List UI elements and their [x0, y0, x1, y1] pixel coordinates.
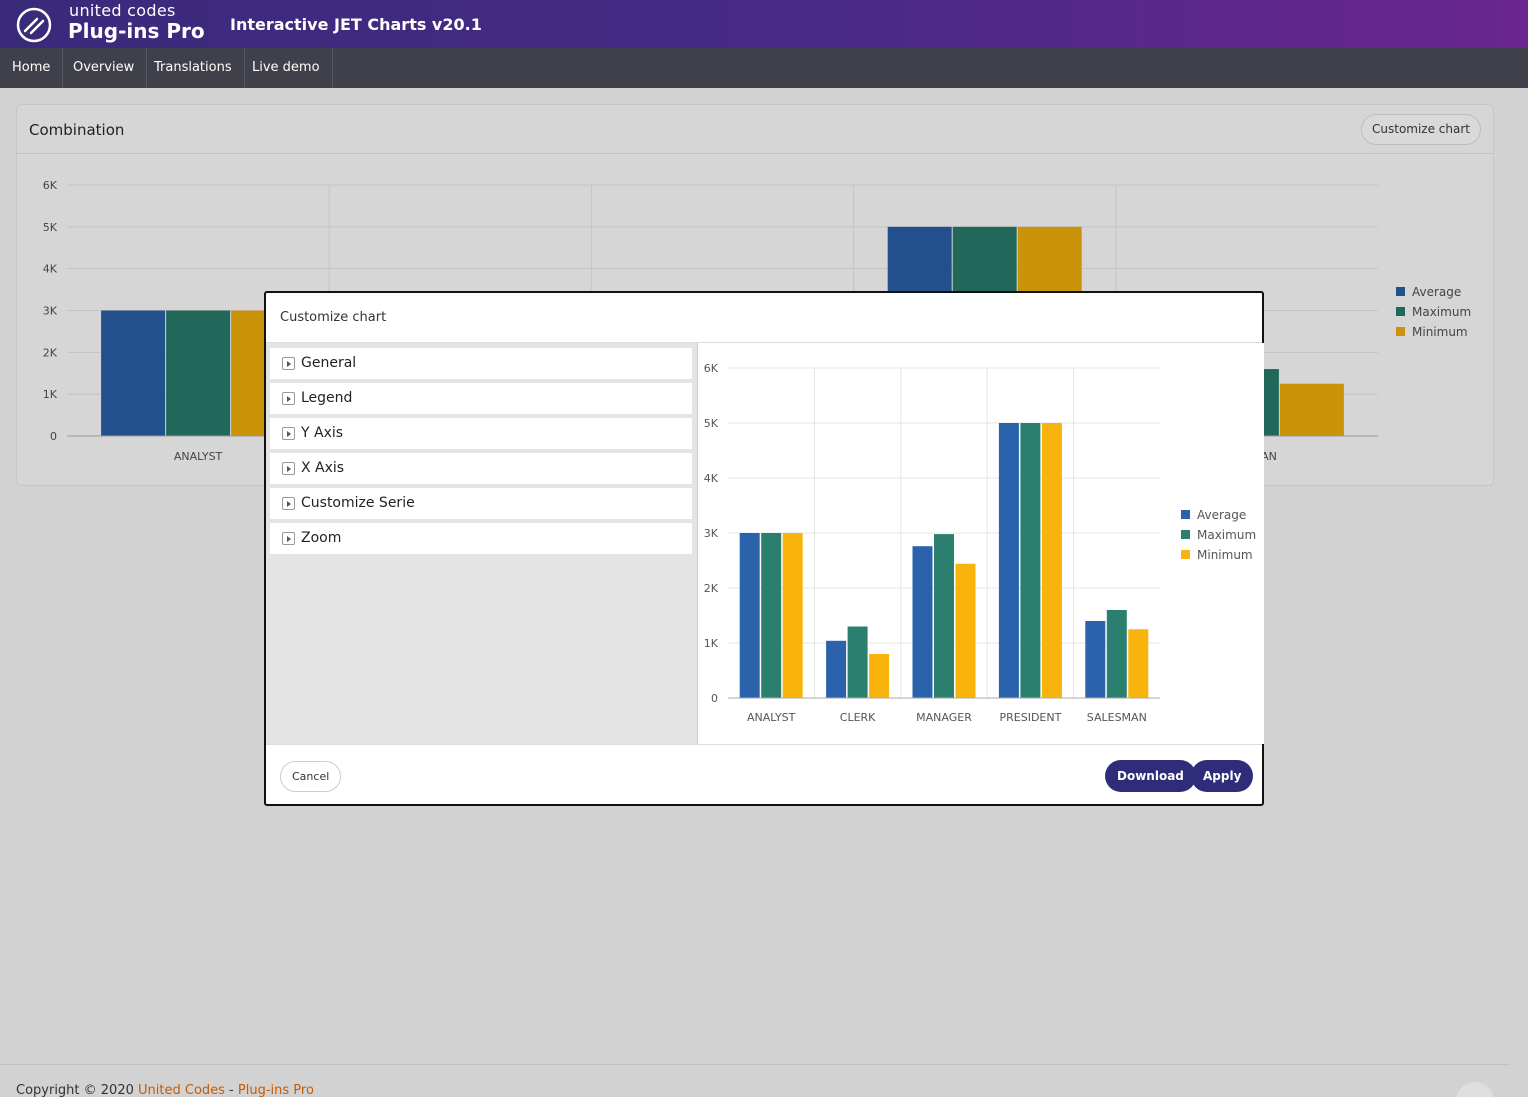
options-panel: General Legend Y Axis X Axis Customize S… [266, 343, 698, 744]
x-tick-label: MANAGER [916, 711, 972, 724]
accordion-general[interactable]: General [270, 348, 692, 379]
main-navigation: Home Overview Translations Live demo [0, 48, 1528, 88]
bar [782, 533, 803, 698]
expand-icon [282, 427, 295, 440]
nav-translations[interactable]: Translations [142, 48, 245, 88]
nav-home[interactable]: Home [0, 48, 64, 88]
expand-icon [282, 497, 295, 510]
expand-icon [282, 392, 295, 405]
legend-swatch [1396, 287, 1405, 296]
bar [1106, 610, 1127, 698]
download-button[interactable]: Download [1105, 760, 1196, 792]
accordion-label: X Axis [301, 460, 345, 476]
bar [826, 640, 847, 698]
accordion-customize-serie[interactable]: Customize Serie [270, 488, 692, 519]
dialog-footer: Cancel Download Apply [266, 744, 1262, 806]
x-tick-label: SALESMAN [1087, 711, 1147, 724]
y-tick-label: 1K [43, 388, 58, 401]
legend-label: Average [1412, 285, 1461, 299]
bar [955, 563, 976, 698]
chart-preview-panel: 0 1K 2K 3K 4K 5K 6K ANALYST CLERK MANAGER PRESIDEN… [698, 343, 1264, 744]
bar [166, 310, 231, 436]
y-tick-label: 5K [704, 417, 719, 430]
x-tick-label: ANALYST [747, 711, 796, 724]
legend-label: Minimum [1412, 325, 1468, 339]
y-tick-label: 1K [704, 637, 719, 650]
accordion-label: Y Axis [301, 425, 344, 441]
united-codes-link[interactable]: United Codes [138, 1083, 225, 1097]
copyright-text: Copyright © 2020 United Codes - Plug-ins… [16, 1083, 314, 1097]
legend-swatch [1181, 550, 1190, 559]
region-header: Combination Customize chart [17, 105, 1493, 154]
bar [101, 310, 166, 436]
nav-live-demo[interactable]: Live demo [240, 48, 333, 88]
accordion-legend[interactable]: Legend [270, 383, 692, 414]
bar [1128, 629, 1149, 698]
bar [869, 654, 890, 698]
y-tick-label: 2K [704, 582, 719, 595]
bar [847, 626, 868, 698]
bar [912, 546, 933, 698]
united-codes-logo-icon[interactable] [16, 7, 52, 43]
legend-label: Minimum [1197, 548, 1253, 562]
bar [1279, 383, 1344, 436]
bar [1020, 423, 1041, 698]
accordion-label: Customize Serie [301, 495, 415, 511]
accordion-y-axis[interactable]: Y Axis [270, 418, 692, 449]
customize-chart-button[interactable]: Customize chart [1361, 114, 1481, 145]
copyright-prefix: Copyright © 2020 [16, 1083, 139, 1097]
accordion-label: Zoom [301, 530, 342, 546]
bar [1085, 621, 1106, 698]
app-title: Interactive JET Charts v20.1 [230, 15, 482, 34]
bar [934, 534, 954, 698]
y-tick-label: 2K [43, 346, 58, 359]
page-footer: Copyright © 2020 United Codes - Plug-ins… [0, 1064, 1510, 1097]
legend-label: Average [1197, 508, 1246, 522]
expand-icon [282, 532, 295, 545]
accordion-label: General [301, 355, 357, 371]
brand-name-top: united codes [69, 1, 176, 20]
accordion-zoom[interactable]: Zoom [270, 523, 692, 554]
region-title: Combination [29, 121, 125, 139]
scroll-to-top-button[interactable] [1456, 1082, 1494, 1097]
x-tick-label: PRESIDENT [999, 711, 1061, 724]
brand-name-bottom: Plug-ins Pro [68, 19, 205, 43]
bar [1041, 423, 1062, 698]
footer-separator: - [224, 1083, 238, 1097]
dialog-header: Customize chart [266, 293, 1262, 343]
x-tick-label: ANALYST [174, 450, 223, 463]
plug-ins-pro-link[interactable]: Plug-ins Pro [237, 1083, 314, 1097]
y-tick-label: 4K [704, 472, 719, 485]
y-tick-label: 0 [50, 430, 57, 443]
y-tick-label: 4K [43, 263, 58, 276]
expand-icon [282, 462, 295, 475]
y-tick-label: 3K [704, 527, 719, 540]
nav-overview[interactable]: Overview [61, 48, 148, 88]
apply-button[interactable]: Apply [1191, 760, 1254, 792]
y-tick-label: 5K [43, 221, 58, 234]
app-header: united codes Plug-ins Pro Interactive JE… [0, 0, 1528, 48]
accordion-x-axis[interactable]: X Axis [270, 453, 692, 484]
legend-swatch [1396, 307, 1405, 316]
y-tick-label: 0 [711, 692, 718, 705]
x-tick-label: CLERK [840, 711, 876, 724]
preview-chart: 0 1K 2K 3K 4K 5K 6K ANALYST CLERK MANAGER PRESIDEN… [704, 362, 1256, 724]
legend-label: Maximum [1197, 528, 1256, 542]
bar [739, 533, 760, 698]
accordion-label: Legend [301, 390, 353, 406]
customize-chart-dialog: Customize chart General Legend Y Axis X … [264, 291, 1264, 806]
legend-swatch [1396, 327, 1405, 336]
dialog-title: Customize chart [280, 310, 387, 325]
y-tick-label: 6K [704, 362, 719, 375]
bar [998, 423, 1019, 698]
legend-swatch [1181, 530, 1190, 539]
expand-icon [282, 357, 295, 370]
y-tick-label: 3K [43, 305, 58, 318]
legend-label: Maximum [1412, 305, 1471, 319]
bar [761, 533, 782, 698]
legend-swatch [1181, 510, 1190, 519]
y-tick-label: 6K [43, 179, 58, 192]
cancel-button[interactable]: Cancel [280, 761, 342, 792]
